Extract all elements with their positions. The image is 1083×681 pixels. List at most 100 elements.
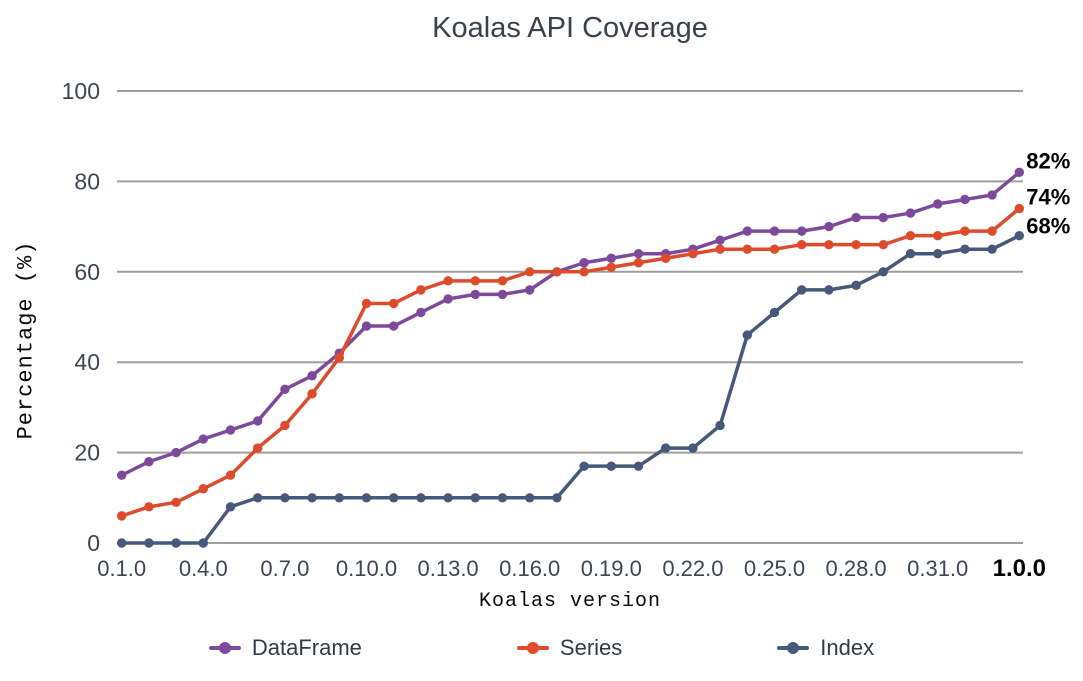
data-point [389, 298, 399, 309]
data-point [933, 249, 943, 259]
data-point [470, 289, 480, 300]
data-point [878, 239, 888, 250]
data-point [361, 298, 372, 309]
data-point [579, 461, 589, 471]
data-point [225, 470, 236, 480]
data-point [769, 226, 780, 236]
y-tick-label: 20 [74, 440, 100, 466]
series-dataframe [117, 167, 1024, 480]
data-point [769, 244, 780, 254]
y-tick-label: 100 [62, 78, 100, 104]
data-point [633, 461, 644, 471]
data-point [552, 493, 562, 503]
x-tick-label: 0.19.0 [581, 556, 642, 581]
data-point [117, 470, 127, 480]
data-point [960, 244, 970, 254]
data-point [117, 511, 127, 521]
data-point [933, 199, 943, 209]
series-line-dataframe [119, 170, 1022, 477]
data-point [525, 493, 535, 503]
x-tick-label: 0.7.0 [260, 556, 309, 581]
data-point [443, 294, 453, 304]
chart-title: Koalas API Coverage [432, 12, 708, 44]
data-point [334, 493, 344, 503]
data-point [525, 267, 535, 277]
data-point [307, 493, 317, 503]
data-point [198, 484, 208, 494]
data-point [824, 221, 834, 232]
data-point [1014, 203, 1024, 214]
series-line-marker-icon [516, 641, 549, 655]
data-point [334, 352, 344, 363]
legend: DataFrame Series Index [0, 631, 1083, 665]
data-point [416, 285, 426, 295]
data-point [253, 493, 263, 503]
data-point [171, 497, 181, 508]
annotations: 82% 74% 68% [1026, 148, 1070, 238]
x-tick-label: 0.31.0 [907, 556, 968, 581]
data-point [253, 416, 263, 426]
data-point [769, 307, 780, 318]
data-point [198, 434, 208, 444]
data-point [171, 447, 181, 458]
legend-label-dataframe: DataFrame [251, 635, 362, 660]
data-point [851, 280, 861, 291]
x-axis-title: Koalas version [478, 590, 662, 613]
x-tick-label: 0.13.0 [418, 556, 479, 581]
dataframe-line-marker-icon [208, 641, 241, 655]
data-point [715, 420, 725, 431]
x-tick-label: 0.10.0 [336, 556, 397, 581]
data-point [851, 239, 861, 250]
data-point [225, 502, 236, 512]
x-tick-label: 0.25.0 [744, 556, 805, 581]
data-point [633, 249, 644, 259]
data-point [470, 276, 480, 286]
data-point [1014, 230, 1024, 241]
x-tick-label: 0.22.0 [662, 556, 723, 581]
data-point [225, 425, 236, 435]
data-point [552, 267, 562, 277]
data-point [715, 235, 725, 245]
data-point [361, 493, 372, 503]
data-point [661, 253, 671, 263]
data-point [1014, 167, 1024, 178]
data-point [797, 285, 807, 295]
data-point [497, 289, 508, 300]
data-point [905, 208, 916, 218]
data-point [933, 230, 943, 241]
data-point [470, 493, 480, 503]
legend-item-index: Index [777, 635, 874, 661]
x-tick-label: 0.4.0 [179, 556, 228, 581]
y-tick-label: 0 [87, 530, 100, 556]
data-point [144, 538, 154, 548]
data-point [280, 493, 290, 503]
y-tick-label: 60 [74, 259, 100, 285]
legend-label-series: Series [559, 635, 623, 660]
data-point [824, 239, 834, 250]
series-series [117, 203, 1024, 521]
data-point [497, 276, 508, 286]
x-tick-label: 0.16.0 [499, 556, 560, 581]
data-point [198, 538, 208, 548]
data-point [797, 226, 807, 236]
data-point [715, 244, 725, 254]
data-point [742, 330, 752, 340]
legend-item-series: Series [516, 635, 623, 661]
data-point [579, 258, 589, 268]
data-point [361, 321, 372, 331]
data-point [497, 493, 508, 503]
annotation-series: 74% [1026, 185, 1070, 210]
index-line-marker-icon [777, 641, 810, 655]
x-tick-label: 1.0.0 [993, 555, 1046, 582]
data-point [606, 461, 616, 471]
data-point [443, 493, 453, 503]
data-point [606, 262, 616, 272]
data-point [280, 384, 290, 395]
data-point [307, 371, 317, 381]
data-point [742, 226, 752, 236]
data-point [661, 443, 671, 453]
data-point [389, 321, 399, 331]
data-point [171, 538, 181, 548]
data-point [688, 249, 698, 259]
x-tick-label: 0.28.0 [826, 556, 887, 581]
